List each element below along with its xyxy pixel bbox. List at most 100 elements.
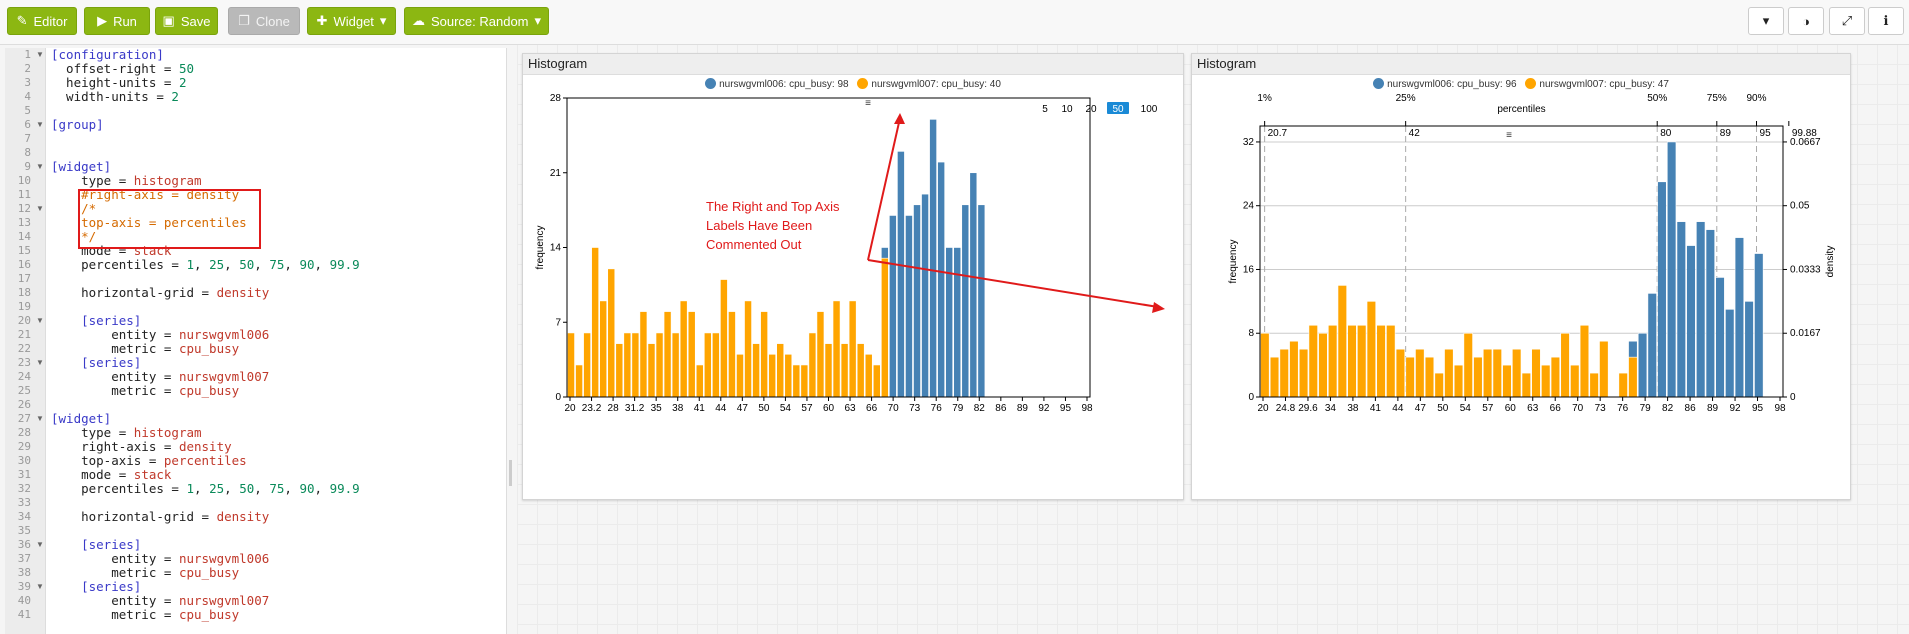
zoom-10-button[interactable]: 10 <box>1061 104 1073 115</box>
zoom-5-button[interactable]: 5 <box>1042 104 1048 115</box>
code-token: density <box>178 439 232 454</box>
y-tick-label: 7 <box>555 317 561 328</box>
info-button[interactable]: ℹ <box>1868 7 1904 35</box>
x-tick-label: 70 <box>888 403 900 414</box>
fold-toggle-icon[interactable]: ▼ <box>36 162 44 171</box>
code-line: top-axis = percentiles <box>51 216 247 230</box>
line-number: 12 <box>17 202 31 215</box>
resize-handle[interactable] <box>509 460 512 486</box>
floppy-icon: ▣ <box>162 13 175 28</box>
line-number: 7 <box>24 132 31 145</box>
legend-item[interactable]: nurswgvml006: cpu_busy: 96 <box>1373 78 1517 90</box>
histogram-bar <box>1415 348 1425 398</box>
toolbar: ✎ Editor ▶ Run ▣ Save ❐ Clone ✚ Widget ▾ ☁ Sour… <box>0 0 1909 45</box>
code-token: height-units = <box>51 75 179 90</box>
zoom-50-button[interactable]: 50 <box>1107 102 1129 115</box>
line-number: 36 <box>17 538 31 551</box>
clone-button[interactable]: ❐ Clone <box>228 7 300 35</box>
histogram-bar <box>1386 324 1396 398</box>
source-dropdown-button[interactable]: ☁ Source: Random ▾ <box>404 7 549 35</box>
histogram-bar <box>1521 372 1531 398</box>
x-tick-label: 44 <box>1392 403 1404 414</box>
line-number: 31 <box>17 468 31 481</box>
fold-toggle-icon[interactable]: ▼ <box>36 50 44 59</box>
code-line: horizontal-grid = density <box>51 510 269 524</box>
line-number: 19 <box>17 300 31 313</box>
histogram-bar <box>736 353 744 398</box>
fold-toggle-icon[interactable]: ▼ <box>36 414 44 423</box>
code-token: percentiles = <box>51 257 187 272</box>
code-line: /* <box>51 202 96 216</box>
widget-dropdown-button[interactable]: ✚ Widget ▾ <box>307 7 396 35</box>
percentile-label: 25% <box>1396 93 1416 104</box>
editor-button[interactable]: ✎ Editor <box>7 7 77 35</box>
code-token: nurswgvml007 <box>178 593 270 608</box>
histogram-bar <box>1269 356 1280 398</box>
histogram-bar <box>816 311 825 398</box>
y-tick-label: 32 <box>1243 137 1255 148</box>
histogram-bar <box>1260 332 1270 398</box>
x-tick-label: 57 <box>801 403 813 414</box>
code-token: 1 <box>186 481 194 496</box>
histogram-bar <box>1366 301 1377 398</box>
fold-toggle-icon[interactable]: ▼ <box>36 358 44 367</box>
fold-toggle-icon[interactable]: ▼ <box>36 316 44 325</box>
line-number: 14 <box>17 230 31 243</box>
chart-legend: nurswgvml006: cpu_busy: 96 nurswgvml007:… <box>1192 78 1850 90</box>
x-tick-label: 79 <box>952 403 964 414</box>
fold-toggle-icon[interactable]: ▼ <box>36 582 44 591</box>
x-tick-label: 47 <box>737 403 749 414</box>
run-button[interactable]: ▶ Run <box>84 7 150 35</box>
x-tick-label: 66 <box>1550 403 1562 414</box>
code-line: horizontal-grid = density <box>51 286 269 300</box>
histogram-bar <box>1473 356 1483 398</box>
histogram-bar <box>639 311 648 398</box>
x-tick-label: 20 <box>1257 403 1269 414</box>
histogram-bar <box>663 311 672 398</box>
x-tick-label: 86 <box>995 403 1007 414</box>
fold-toggle-icon[interactable]: ▼ <box>36 204 44 213</box>
legend-item[interactable]: nurswgvml007: cpu_busy: 40 <box>857 78 1001 90</box>
line-number: 15 <box>17 244 31 257</box>
code-token: cpu_busy <box>178 383 240 398</box>
histogram-bar <box>567 332 575 398</box>
code-token: #right-axis = density <box>51 187 240 202</box>
code-line: percentiles = 1, 25, 50, 75, 90, 99.9 <box>51 258 360 272</box>
zoom-label: 5 <box>1042 104 1048 115</box>
line-number: 11 <box>17 188 31 201</box>
legend-item[interactable]: nurswgvml007: cpu_busy: 47 <box>1525 78 1669 90</box>
fold-toggle-icon[interactable]: ▼ <box>36 540 44 549</box>
save-button[interactable]: ▣ Save <box>155 7 218 35</box>
x-tick-label: 29.6 <box>1298 403 1318 414</box>
zoom-100-button[interactable]: 100 <box>1141 104 1158 115</box>
histogram-bar <box>695 364 704 398</box>
line-number: 9 <box>24 160 31 173</box>
histogram-bar <box>752 343 760 398</box>
histogram-bar <box>1453 364 1464 398</box>
zoom-20-button[interactable]: 20 <box>1085 104 1097 115</box>
histogram-bar <box>1298 348 1309 398</box>
caret-down-icon: ▾ <box>379 13 387 28</box>
legend-swatch <box>1373 78 1385 89</box>
legend-item[interactable]: nurswgvml006: cpu_busy: 98 <box>705 78 849 90</box>
options-dropdown-button[interactable]: ▾ <box>1748 7 1784 35</box>
code-token: right-axis = <box>51 439 179 454</box>
histogram-bar <box>1395 348 1406 398</box>
histogram-bar <box>1424 356 1435 398</box>
histogram-bar <box>679 300 688 398</box>
fullscreen-button[interactable]: ⤢ <box>1829 7 1865 35</box>
x-tick-label: 86 <box>1685 403 1697 414</box>
code-token: nurswgvml006 <box>178 327 270 342</box>
histogram-bar <box>615 343 624 398</box>
percentile-label: 50% <box>1647 93 1667 104</box>
code-editor[interactable]: 1 ▼ 2 3 4 5 6 ▼ 7 8 9 ▼ 10 11 12 ▼ 13 14 15 16 17 18 19 20 ▼ 21 22… <box>5 48 507 634</box>
code-line: [group] <box>51 118 104 132</box>
theme-toggle-button[interactable]: ◑ <box>1788 7 1824 35</box>
code-token: [configuration] <box>51 48 164 62</box>
code-token: percentiles <box>163 453 247 468</box>
code-line: [series] <box>51 314 141 328</box>
x-tick-label: 60 <box>1505 403 1517 414</box>
y2-tick-label: 0 <box>1790 392 1796 403</box>
fold-toggle-icon[interactable]: ▼ <box>36 120 44 129</box>
code-token: 50 <box>239 481 255 496</box>
